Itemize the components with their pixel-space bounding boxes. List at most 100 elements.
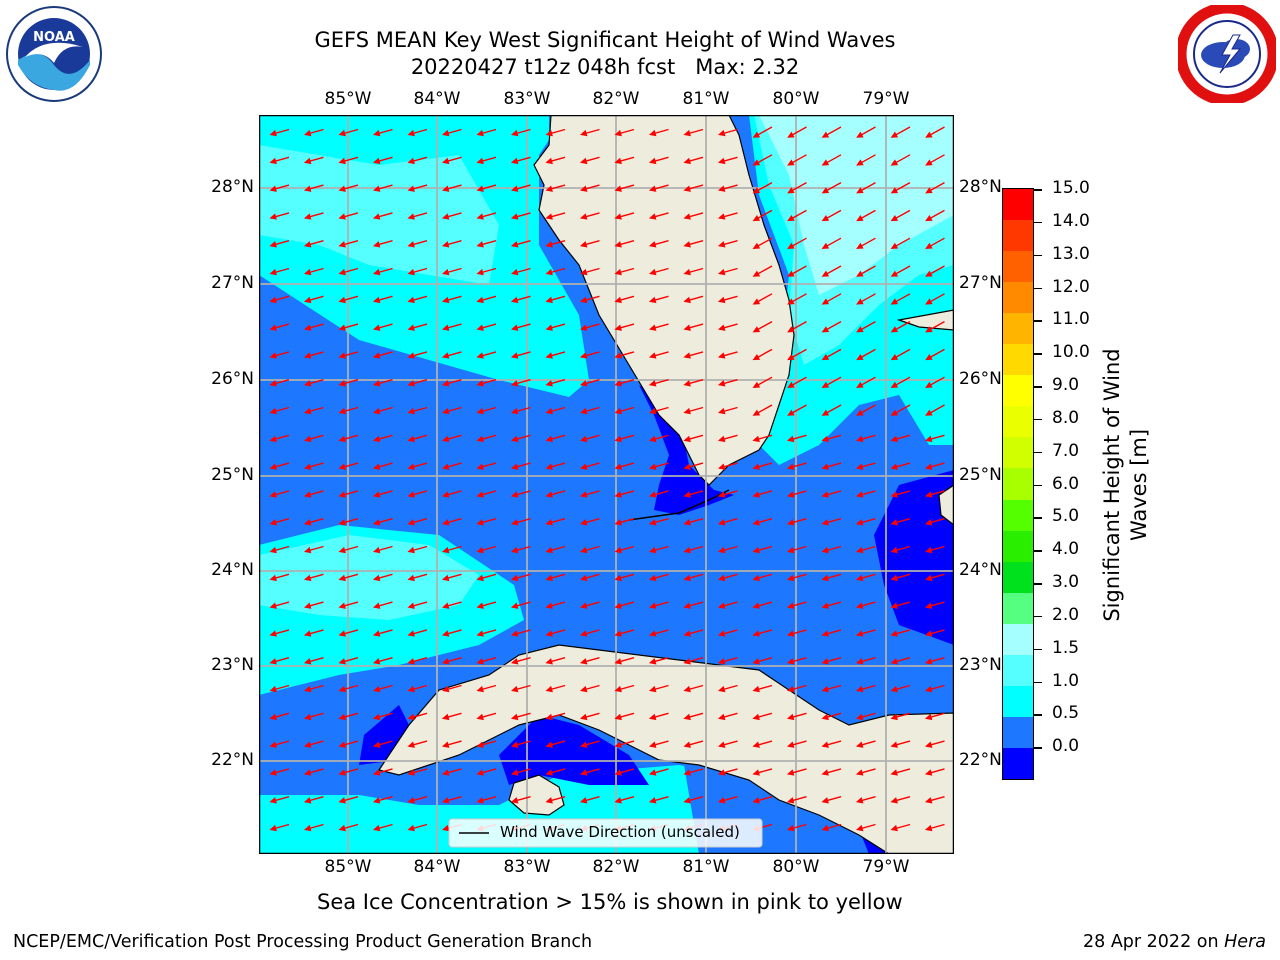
noaa-logo: NOAA	[5, 5, 103, 103]
colorbar-tick-mark	[1034, 747, 1042, 749]
wave-direction-arrow	[821, 462, 842, 470]
wave-direction-arrow	[372, 267, 393, 276]
wave-direction-arrow	[372, 156, 393, 165]
wave-direction-arrow	[752, 237, 773, 249]
wave-direction-arrow	[441, 740, 462, 748]
wave-direction-arrow	[924, 490, 945, 498]
wave-direction-arrow	[579, 796, 600, 804]
wave-direction-arrow	[890, 265, 911, 277]
wave-direction-arrow	[407, 212, 428, 220]
wave-direction-arrow	[545, 295, 566, 304]
wave-direction-arrow	[303, 573, 324, 582]
wave-direction-arrow	[821, 601, 842, 609]
florida-land	[533, 115, 795, 486]
wave-direction-arrow	[579, 156, 600, 165]
wave-direction-arrow	[614, 212, 635, 220]
wave-direction-arrow	[269, 267, 290, 276]
wave-direction-arrow	[510, 740, 531, 748]
wave-direction-arrow	[269, 434, 290, 443]
wave-direction-arrow	[924, 434, 945, 443]
wave-direction-arrow	[890, 796, 911, 804]
wave-direction-arrow	[372, 351, 393, 359]
wave-direction-arrow	[338, 184, 359, 192]
wave-direction-arrow	[717, 267, 738, 276]
wave-direction-arrow	[821, 265, 842, 277]
wave-direction-arrow	[476, 212, 497, 220]
wave-direction-arrow	[648, 434, 669, 443]
wave-direction-arrow	[510, 657, 531, 665]
wave-direction-arrow	[648, 684, 669, 693]
plot-title: GEFS MEAN Key West Significant Height of…	[0, 27, 1210, 53]
wave-direction-arrow	[786, 545, 807, 554]
wave-direction-arrow	[648, 657, 669, 665]
wave-direction-arrow	[614, 573, 635, 582]
wave-direction-arrow	[683, 351, 704, 359]
wave-direction-arrow	[407, 240, 428, 248]
wave-direction-arrow	[510, 796, 531, 804]
wave-direction-arrow	[717, 240, 738, 248]
wave-direction-arrow	[545, 796, 566, 804]
wave-direction-arrow	[924, 657, 945, 665]
colorbar-tick-label: 7.0	[1052, 440, 1080, 461]
colorbar-segment	[1003, 282, 1033, 314]
wave-direction-arrow	[338, 740, 359, 748]
wave-direction-arrow	[407, 573, 428, 582]
wave-direction-arrow	[752, 768, 773, 776]
wave-direction-arrow	[510, 629, 531, 637]
wave-direction-arrow	[683, 462, 704, 470]
wave-direction-arrow	[303, 518, 324, 526]
wave-direction-arrow	[338, 240, 359, 248]
wave-direction-arrow	[786, 434, 807, 443]
wave-direction-arrow	[510, 434, 531, 443]
lat-label-left: 24°N	[211, 560, 254, 580]
colorbar-label-line1: Significant Height of Wind	[1100, 348, 1124, 622]
wave-direction-arrow	[717, 601, 738, 609]
colorbar-segment	[1003, 251, 1033, 283]
wave-direction-arrow	[683, 601, 704, 609]
wave-direction-arrow	[510, 295, 531, 304]
wave-direction-arrow	[476, 267, 497, 276]
wave-direction-arrow	[614, 267, 635, 276]
wave-direction-arrow	[925, 293, 945, 305]
wave-direction-arrow	[717, 490, 738, 498]
wave-direction-arrow	[614, 490, 635, 498]
wave-direction-arrow	[752, 209, 773, 222]
lat-label-left: 26°N	[211, 369, 254, 389]
wave-direction-arrow	[579, 657, 600, 665]
wave-direction-arrow	[303, 128, 324, 137]
wave-direction-arrow	[821, 490, 842, 498]
wave-direction-arrow	[855, 684, 876, 693]
wave-direction-arrow	[338, 768, 359, 776]
wave-direction-arrow	[338, 267, 359, 276]
wave-direction-arrow	[338, 295, 359, 304]
wave-direction-arrow	[441, 434, 462, 443]
colorbar-tick-label: 4.0	[1052, 539, 1080, 560]
wave-direction-arrow	[821, 209, 842, 222]
colorbar-tick-label: 5.0	[1052, 506, 1080, 527]
wave-direction-arrow	[856, 237, 876, 249]
wave-direction-arrow	[372, 379, 393, 387]
wave-direction-arrow	[303, 323, 324, 331]
wave-direction-arrow	[303, 295, 324, 304]
colorbar-tick-mark	[1034, 254, 1042, 257]
wave-direction-arrow	[924, 740, 945, 748]
wave-direction-arrow	[821, 126, 842, 138]
colorbar-tick-mark	[1034, 418, 1042, 421]
wave-direction-arrow	[648, 379, 669, 387]
wave-direction-arrow	[648, 240, 669, 248]
wave-direction-arrow	[752, 490, 773, 498]
wave-direction-arrow	[407, 796, 428, 804]
wave-direction-arrow	[856, 293, 876, 305]
colorbar-tick-label: 6.0	[1052, 473, 1080, 494]
lon-label-bottom: 82°W	[592, 857, 640, 877]
wave-direction-arrow	[648, 740, 669, 748]
wave-direction-arrow	[683, 768, 704, 776]
colorbar-tick-label: 9.0	[1052, 375, 1080, 395]
wave-field-dark-cuba-s	[499, 715, 649, 785]
wave-direction-arrow	[579, 184, 600, 192]
wave-direction-arrow	[338, 823, 359, 832]
wave-direction-arrow	[683, 212, 704, 220]
wave-direction-arrow	[338, 212, 359, 220]
wave-direction-arrow	[924, 768, 945, 776]
legend-label: Wind Wave Direction (unscaled)	[500, 823, 740, 841]
